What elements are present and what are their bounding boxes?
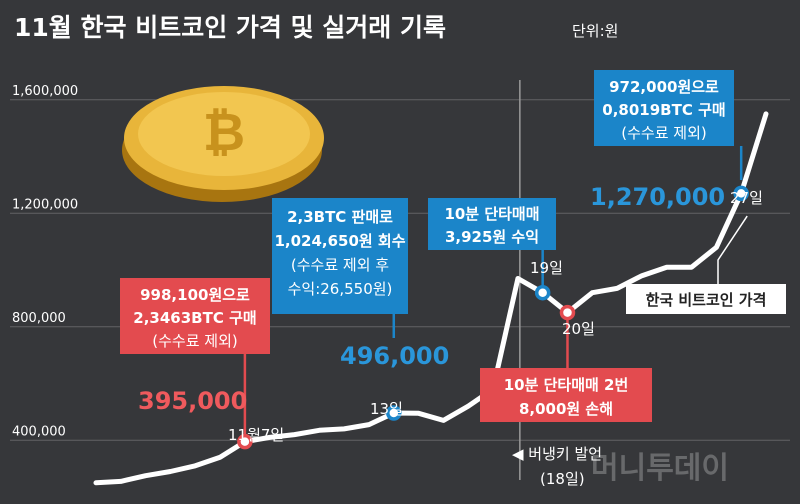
callout-nov27-box [594, 70, 734, 146]
svg-text:₿: ₿ [203, 103, 245, 163]
callout-nov7-box [120, 278, 270, 354]
callout-nov13: 2,3BTC 판매로 1,024,650원 회수 (수수료 제외 후 수익:26… [272, 198, 408, 314]
date-nov20: 20일 [562, 320, 595, 338]
marker-nov7 [237, 433, 253, 450]
callout-nov13-line1: 2,3BTC 판매로 [287, 208, 393, 226]
bitcoin-coin-icon: ₿ [122, 86, 324, 202]
value-nov7: 395,000 [138, 387, 247, 415]
callout-nov19: 10분 단타매매 3,925원 수익 [428, 198, 556, 250]
date-nov7: 11월7일 [228, 426, 284, 444]
callout-nov7-line2: 2,3463BTC 구매 [133, 309, 256, 327]
marker-nov19 [534, 284, 551, 301]
callout-nov13-line4: 수익:26,550원) [288, 280, 393, 298]
series-label-leader [717, 215, 748, 284]
callout-nov13-line3: (수수료 제외 후 [291, 256, 389, 274]
series-label-box [626, 284, 786, 314]
date-nov13: 13일 [370, 400, 403, 418]
callout-nov20-line1: 10분 단타매매 2번 [504, 376, 629, 394]
event-date: (18일) [540, 470, 585, 488]
y-axis-ticks: 400,000 800,000 1,200,000 1,600,000 [12, 84, 78, 440]
chart-title: 11월 한국 비트코인 가격 및 실거래 기록 [14, 13, 446, 42]
callout-nov19-line2: 3,925원 수익 [445, 228, 539, 246]
y-tick-label: 1,600,000 [12, 84, 78, 99]
marker-nov20 [559, 304, 576, 321]
series-label: 한국 비트코인 가격 [626, 284, 786, 314]
callout-nov7: 998,100원으로 2,3463BTC 구매 (수수료 제외) [120, 278, 270, 354]
callout-nov27-line1: 972,000원으로 [609, 78, 719, 96]
callout-nov7-line3: (수수료 제외) [152, 332, 237, 350]
y-tick-label: 800,000 [12, 311, 66, 326]
date-nov19: 19일 [530, 259, 563, 277]
callout-nov20: 10분 단타매매 2번 8,000원 손해 [480, 368, 652, 422]
leader-lines [243, 146, 748, 436]
y-tick-label: 1,200,000 [12, 197, 78, 212]
value-nov13: 496,000 [340, 342, 449, 370]
callout-nov13-line2: 1,024,650원 회수 [274, 232, 405, 250]
y-tick-label: 400,000 [12, 424, 66, 439]
callout-nov13-box [272, 198, 408, 314]
unit-label: 단위:원 [572, 22, 618, 40]
event-label: ◀ 버냉키 발언 [512, 445, 602, 463]
callout-nov20-line2: 8,000원 손해 [519, 400, 613, 418]
markers [237, 185, 749, 450]
marker-nov13 [386, 405, 402, 421]
callout-nov27: 972,000원으로 0,8019BTC 구매 (수수료 제외) [594, 70, 734, 146]
price-series-line [93, 111, 769, 486]
marker-nov27 [733, 185, 749, 202]
callout-nov20-box [480, 368, 652, 422]
date-nov27: 27일 [730, 189, 763, 207]
series-label-text: 한국 비트코인 가격 [646, 291, 767, 309]
callout-nov27-line3: (수수료 제외) [621, 124, 706, 142]
watermark-logo: 머니투데이 [591, 451, 729, 486]
value-nov27: 1,270,000 [590, 183, 725, 211]
callout-nov19-box [428, 198, 556, 250]
callout-nov19-line1: 10분 단타매매 [444, 205, 539, 223]
callout-nov27-line2: 0,8019BTC 구매 [602, 101, 725, 119]
callout-nov7-line1: 998,100원으로 [140, 286, 250, 304]
